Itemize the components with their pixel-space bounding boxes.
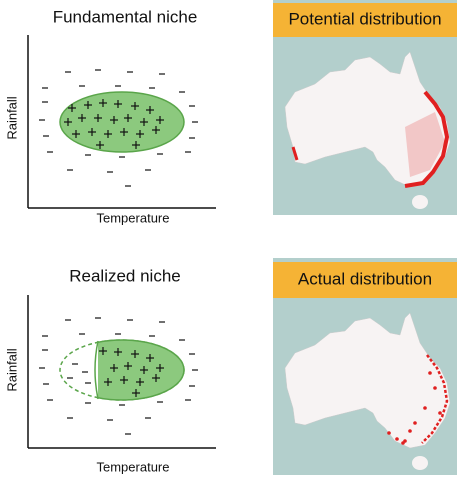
occurrence-dot bbox=[408, 429, 412, 433]
presence-symbols bbox=[39, 69, 198, 187]
y-label: Rainfall bbox=[4, 96, 19, 139]
banner bbox=[273, 262, 457, 298]
presence-symbols bbox=[39, 317, 198, 435]
x-label: Temperature bbox=[97, 210, 170, 225]
occurrence-dot bbox=[395, 437, 399, 441]
occurrence-dot bbox=[433, 386, 437, 390]
map bbox=[284, 312, 451, 470]
panel-title: Actual distribution bbox=[298, 269, 432, 288]
occurrence-dot bbox=[401, 441, 405, 445]
niche-boundary bbox=[94, 340, 99, 400]
occurrence-dot bbox=[438, 411, 442, 415]
occurrence-dot bbox=[428, 371, 432, 375]
panel-title: Realized niche bbox=[69, 266, 181, 285]
map bbox=[284, 51, 451, 209]
niche-ellipse bbox=[59, 91, 185, 153]
occurrence-dot bbox=[387, 431, 391, 435]
y-label: Rainfall bbox=[4, 348, 19, 391]
panel-title: Fundamental niche bbox=[53, 7, 198, 26]
occurrence-dot bbox=[423, 406, 427, 410]
banner bbox=[273, 3, 457, 37]
panel-title: Potential distribution bbox=[288, 9, 441, 28]
occurrence-dot bbox=[413, 421, 417, 425]
x-label: Temperature bbox=[97, 459, 170, 474]
